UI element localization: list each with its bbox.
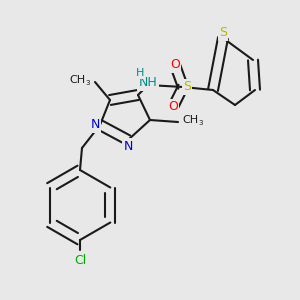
Text: NH: NH bbox=[139, 76, 158, 89]
Text: Cl: Cl bbox=[74, 254, 86, 266]
Text: H: H bbox=[136, 68, 144, 78]
Text: N: N bbox=[123, 140, 133, 152]
Text: CH: CH bbox=[69, 75, 85, 85]
Text: O: O bbox=[170, 58, 180, 71]
Text: S: S bbox=[183, 80, 191, 94]
Text: 3: 3 bbox=[86, 80, 90, 86]
Text: N: N bbox=[90, 118, 100, 131]
Text: 3: 3 bbox=[199, 120, 203, 126]
Text: S: S bbox=[219, 26, 227, 40]
Text: O: O bbox=[168, 100, 178, 113]
Text: CH: CH bbox=[182, 115, 198, 125]
